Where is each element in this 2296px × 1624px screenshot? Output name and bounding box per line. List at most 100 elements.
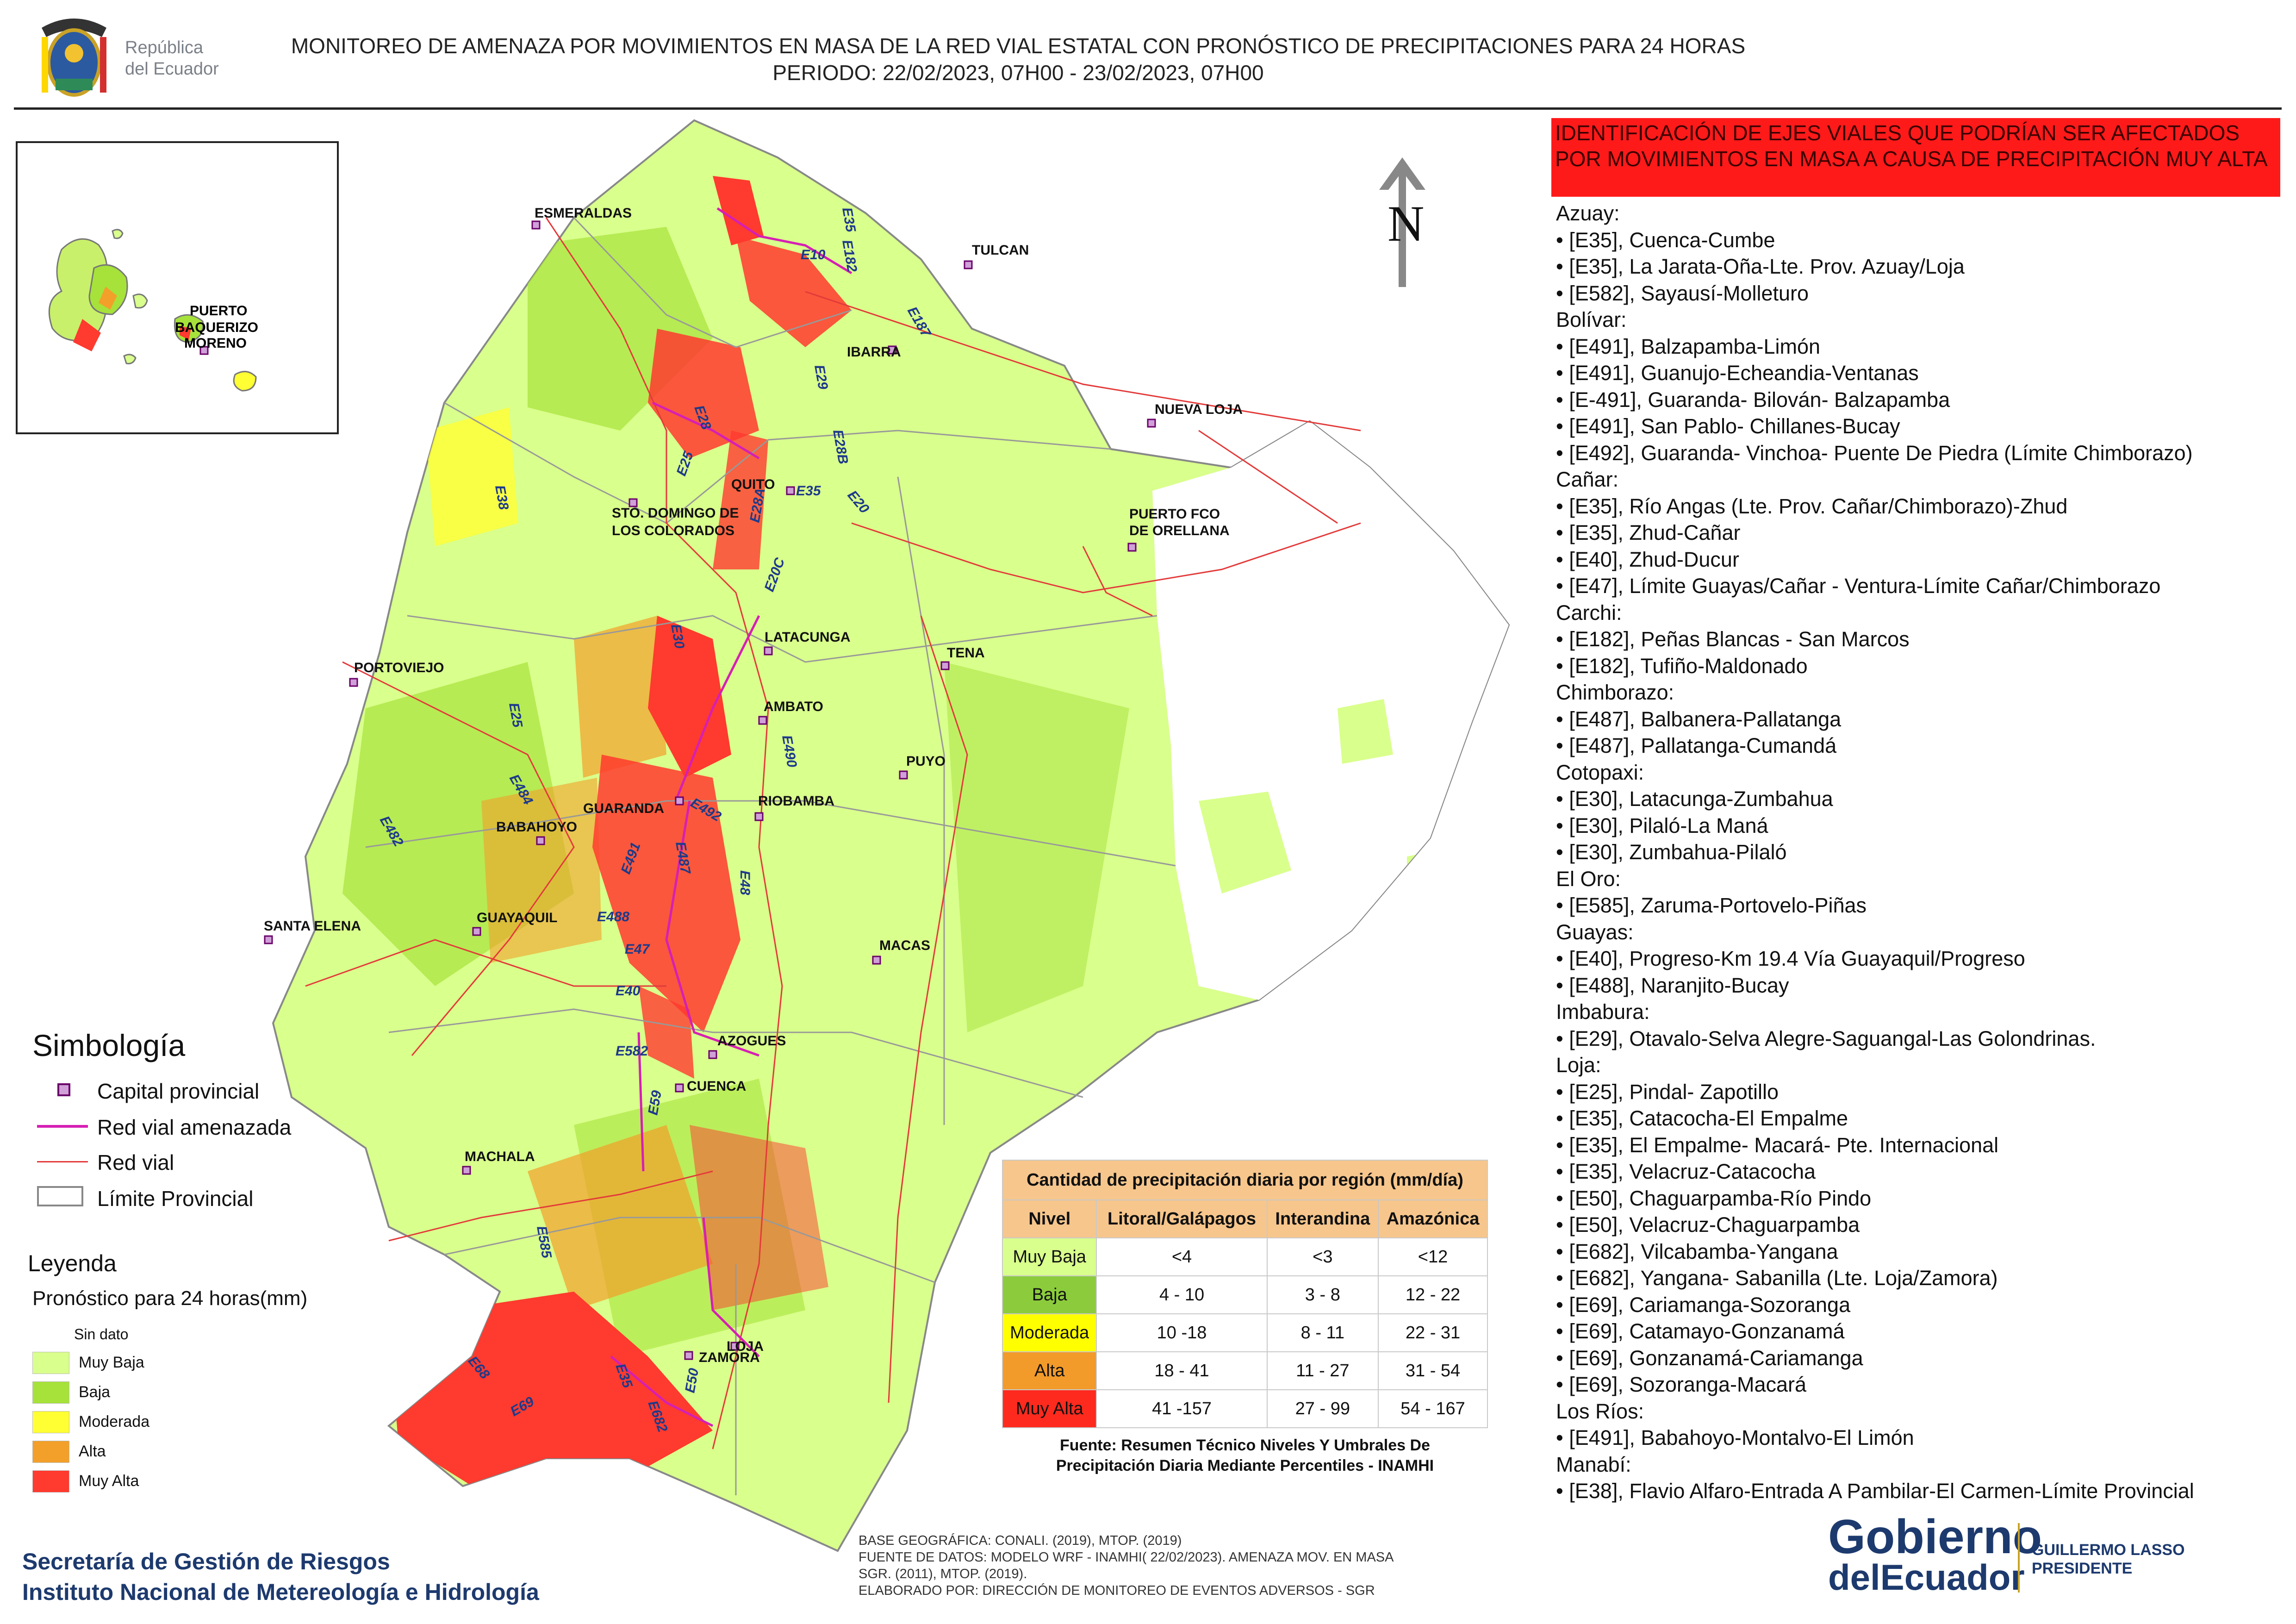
road-item: • [E69], Cariamanga-Sozoranga <box>1556 1293 1851 1317</box>
capital-marker-icon <box>940 661 950 670</box>
road-item: • [E30], Zumbahua-Pilaló <box>1556 840 1787 864</box>
road-item: • [E491], Balzapamba-Limón <box>1556 334 1821 358</box>
province-heading: Loja: <box>1556 1053 1601 1077</box>
city-label: ESMERALDAS <box>535 206 632 221</box>
city-label: LATACUNGA <box>765 630 851 645</box>
city-label: LOJA <box>727 1339 764 1354</box>
city-label: QUITO <box>731 477 775 492</box>
road-item: • [E69], Sozoranga-Macará <box>1556 1373 1807 1396</box>
road-label: E48 <box>737 870 753 895</box>
north-arrow-icon <box>1379 157 1425 287</box>
city-label: TULCAN <box>972 243 1029 258</box>
capital-marker-icon <box>888 345 897 355</box>
table-header: Litoral/Galápagos <box>1096 1199 1268 1238</box>
capital-marker-icon <box>536 836 545 845</box>
capital-marker-icon <box>199 346 209 355</box>
city-label: CUENCA <box>687 1079 746 1094</box>
capital-marker-icon <box>899 770 908 780</box>
table-row: Alta 18 - 41 11 - 27 31 - 54 <box>1002 1351 1488 1390</box>
road-item: • [E30], Latacunga-Zumbahua <box>1556 787 1833 811</box>
title-line-2: PERIODO: 22/02/2023, 07H00 - 23/02/2023,… <box>772 61 1264 85</box>
road-item: • [E35], La Jarata-Oña-Lte. Prov. Azuay/… <box>1556 255 1965 278</box>
road-item: • [E682], Yangana- Sabanilla (Lte. Loja/… <box>1556 1266 1998 1290</box>
capital-marker-icon <box>1147 418 1156 428</box>
table-row: Muy Baja <4 <3 <12 <box>1002 1237 1488 1276</box>
road-item: • [E582], Sayausí-Molleturo <box>1556 281 1809 305</box>
province-heading: Cañar: <box>1556 468 1619 491</box>
capital-marker-icon <box>730 1342 740 1351</box>
road-item: • [E35], Zhud-Cañar <box>1556 521 1741 544</box>
north-arrow: N <box>1370 153 1435 292</box>
road-label: E35 <box>796 483 821 499</box>
city-label: DE ORELLANA <box>1129 523 1230 538</box>
capital-marker-icon <box>675 1083 684 1093</box>
logo-text-2: del Ecuador <box>125 59 219 79</box>
city-label: ZAMORA <box>699 1350 760 1365</box>
inset-city-1: PUERTO <box>190 303 247 319</box>
footer-org-1: Secretaría de Gestión de Riesgos <box>22 1549 390 1574</box>
road-item: • [E491], Guanujo-Echeandia-Ventanas <box>1556 361 1919 385</box>
province-heading: Chimborazo: <box>1556 681 1674 704</box>
road-item: • [E29], Otavalo-Selva Alegre-Saguangal-… <box>1556 1026 2096 1050</box>
footer-organizations: Secretaría de Gestión de Riesgos Institu… <box>22 1546 539 1607</box>
galapagos-inset-map: PUERTO BAQUERIZO MORENO <box>16 141 339 434</box>
capital-marker-icon <box>684 1351 693 1360</box>
province-heading: Manabí: <box>1556 1452 1631 1476</box>
road-item: • [E487], Balbanera-Pallatanga <box>1556 707 1842 731</box>
road-item: • [E40], Zhud-Ducur <box>1556 547 1739 571</box>
city-label: RIOBAMBA <box>758 793 834 809</box>
road-item: • [E182], Peñas Blancas - San Marcos <box>1556 627 1910 651</box>
road-item: • [E35], Río Angas (Lte. Prov. Cañar/Chi… <box>1556 494 2068 518</box>
province-heading: Azuay: <box>1556 201 1620 225</box>
threatened-road-line-icon <box>37 1125 88 1128</box>
city-label: TENA <box>947 645 985 661</box>
road-item: • [E492], Guaranda- Vinchoa- Puente De P… <box>1556 441 2193 465</box>
capital-marker-icon <box>472 927 481 936</box>
capital-marker-icon <box>264 935 273 944</box>
road-label: E582 <box>616 1043 648 1059</box>
province-heading: El Oro: <box>1556 867 1621 891</box>
capital-marker-icon <box>754 812 764 821</box>
road-item: • [E47], Límite Guayas/Cañar - Ventura-L… <box>1556 574 2161 598</box>
province-heading: Bolívar: <box>1556 308 1627 331</box>
city-label: LOS COLORADOS <box>612 523 734 538</box>
road-item: • [E25], Pindal- Zapotillo <box>1556 1080 1779 1104</box>
road-item: • [E491], San Pablo- Chillanes-Bucay <box>1556 414 1900 438</box>
table-header: Nivel <box>1002 1199 1097 1238</box>
capital-marker-icon <box>964 260 973 269</box>
capital-marker-icon <box>531 220 541 230</box>
table-caption: Cantidad de precipitación diaria por reg… <box>1002 1160 1488 1200</box>
road-item: • [E69], Catamayo-Gonzanamá <box>1556 1319 1845 1343</box>
city-label: MACHALA <box>465 1149 535 1164</box>
table-header: Interandina <box>1266 1199 1379 1238</box>
road-item: • [E69], Gonzanamá-Cariamanga <box>1556 1346 1863 1370</box>
city-label: NUEVA LOJA <box>1155 402 1243 417</box>
gob-text-1: Gobierno <box>1828 1510 2042 1564</box>
capital-marker-icon <box>872 956 881 965</box>
capital-marker-icon <box>628 498 638 507</box>
road-item: • [E35], El Empalme- Macará- Pte. Intern… <box>1556 1133 1999 1157</box>
capital-marker-icon <box>349 678 358 687</box>
table-source: Fuente: Resumen Técnico Niveles Y Umbral… <box>1056 1437 1434 1474</box>
city-label: MACAS <box>879 938 930 953</box>
boundary-box-icon <box>37 1186 83 1206</box>
table-header: Amazónica <box>1378 1199 1488 1238</box>
road-item: • [E682], Vilcabamba-Yangana <box>1556 1239 1838 1263</box>
symbology-title: Simbología <box>32 1028 186 1062</box>
table-row: Baja 4 - 10 3 - 8 12 - 22 <box>1002 1275 1488 1314</box>
road-item: • [E35], Velacruz-Catacocha <box>1556 1160 1816 1183</box>
road-item: • [E40], Progreso-Km 19.4 Vía Guayaquil/… <box>1556 947 2025 970</box>
header-divider <box>14 107 2282 110</box>
legend-title: Leyenda <box>28 1250 117 1276</box>
city-label: AMBATO <box>764 699 823 714</box>
president-name: GUILLERMO LASSO <box>2032 1541 2185 1559</box>
city-label: PUERTO FCO <box>1129 506 1220 522</box>
road-item: • [E35], Cuenca-Cumbe <box>1556 228 1775 252</box>
road-label: E10 <box>801 247 826 262</box>
capital-marker-icon <box>786 486 795 495</box>
road-item: • [E30], Pilaló-La Maná <box>1556 813 1768 837</box>
province-heading: Los Ríos: <box>1556 1399 1644 1423</box>
legend-subtitle: Pronóstico para 24 horas(mm) <box>32 1287 308 1310</box>
square-marker-icon <box>57 1083 70 1096</box>
table-row: Moderada 10 -18 8 - 11 22 - 31 <box>1002 1313 1488 1352</box>
